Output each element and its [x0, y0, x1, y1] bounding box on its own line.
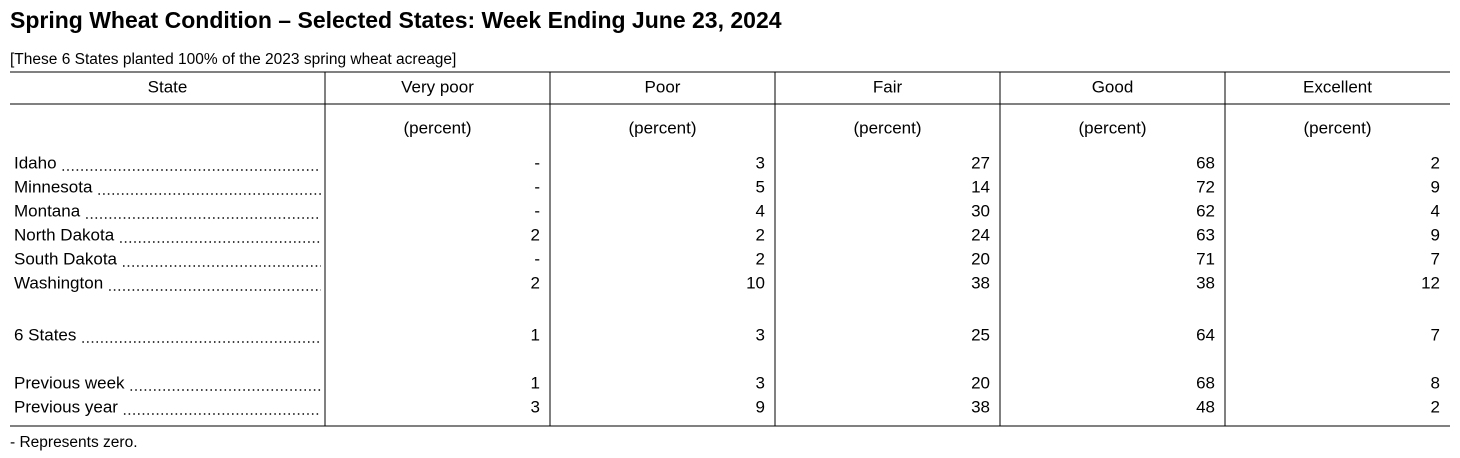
unit-label: (percent): [1303, 118, 1371, 137]
cell-value: 38: [971, 397, 990, 416]
cell-value: 30: [971, 201, 990, 220]
cell-value: 12: [1421, 273, 1440, 292]
cell-value: 20: [971, 249, 990, 268]
row-label: Idaho: [14, 153, 57, 172]
column-header: Excellent: [1303, 77, 1372, 96]
cell-value: 2: [1431, 153, 1440, 172]
cell-value: 20: [971, 373, 990, 392]
column-header: Poor: [645, 77, 681, 96]
column-header: Good: [1092, 77, 1134, 96]
row-label: Minnesota: [14, 177, 93, 196]
cell-value: 48: [1196, 397, 1215, 416]
cell-value: 2: [756, 249, 765, 268]
cell-value: 7: [1431, 325, 1440, 344]
cell-value: 38: [1196, 273, 1215, 292]
title: Spring Wheat Condition – Selected States…: [10, 7, 782, 33]
cell-value: -: [534, 153, 540, 172]
column-header: Very poor: [401, 77, 474, 96]
cell-value: 10: [746, 273, 765, 292]
row-label: 6 States: [14, 325, 76, 344]
cell-value: 62: [1196, 201, 1215, 220]
cell-value: 68: [1196, 373, 1215, 392]
unit-label: (percent): [853, 118, 921, 137]
cell-value: 24: [971, 225, 990, 244]
cell-value: 72: [1196, 177, 1215, 196]
unit-label: (percent): [628, 118, 696, 137]
cell-value: 9: [1431, 225, 1440, 244]
cell-value: -: [534, 201, 540, 220]
cell-value: 71: [1196, 249, 1215, 268]
cell-value: 1: [531, 325, 540, 344]
cell-value: 5: [756, 177, 765, 196]
cell-value: 27: [971, 153, 990, 172]
row-label: Montana: [14, 201, 81, 220]
cell-value: -: [534, 249, 540, 268]
column-header: State: [148, 77, 188, 96]
cell-value: 9: [1431, 177, 1440, 196]
row-label: Washington: [14, 273, 103, 292]
cell-value: 64: [1196, 325, 1215, 344]
cell-value: 2: [756, 225, 765, 244]
cell-value: 38: [971, 273, 990, 292]
cell-value: 4: [756, 201, 765, 220]
unit-label: (percent): [1078, 118, 1146, 137]
cell-value: 2: [531, 225, 540, 244]
cell-value: -: [534, 177, 540, 196]
column-header: Fair: [873, 77, 903, 96]
cell-value: 3: [756, 373, 765, 392]
row-label: North Dakota: [14, 225, 115, 244]
cell-value: 2: [531, 273, 540, 292]
cell-value: 14: [971, 177, 990, 196]
cell-value: 3: [756, 153, 765, 172]
cell-value: 4: [1431, 201, 1440, 220]
cell-value: 25: [971, 325, 990, 344]
row-label: South Dakota: [14, 249, 118, 268]
row-label: Previous week: [14, 373, 125, 392]
row-label: Previous year: [14, 397, 118, 416]
cell-value: 1: [531, 373, 540, 392]
cell-value: 3: [531, 397, 540, 416]
subtitle: [These 6 States planted 100% of the 2023…: [10, 51, 456, 68]
cell-value: 7: [1431, 249, 1440, 268]
cell-value: 2: [1431, 397, 1440, 416]
cell-value: 3: [756, 325, 765, 344]
cell-value: 68: [1196, 153, 1215, 172]
cell-value: 9: [756, 397, 765, 416]
unit-label: (percent): [403, 118, 471, 137]
cell-value: 8: [1431, 373, 1440, 392]
footnote: - Represents zero.: [10, 434, 138, 451]
cell-value: 63: [1196, 225, 1215, 244]
